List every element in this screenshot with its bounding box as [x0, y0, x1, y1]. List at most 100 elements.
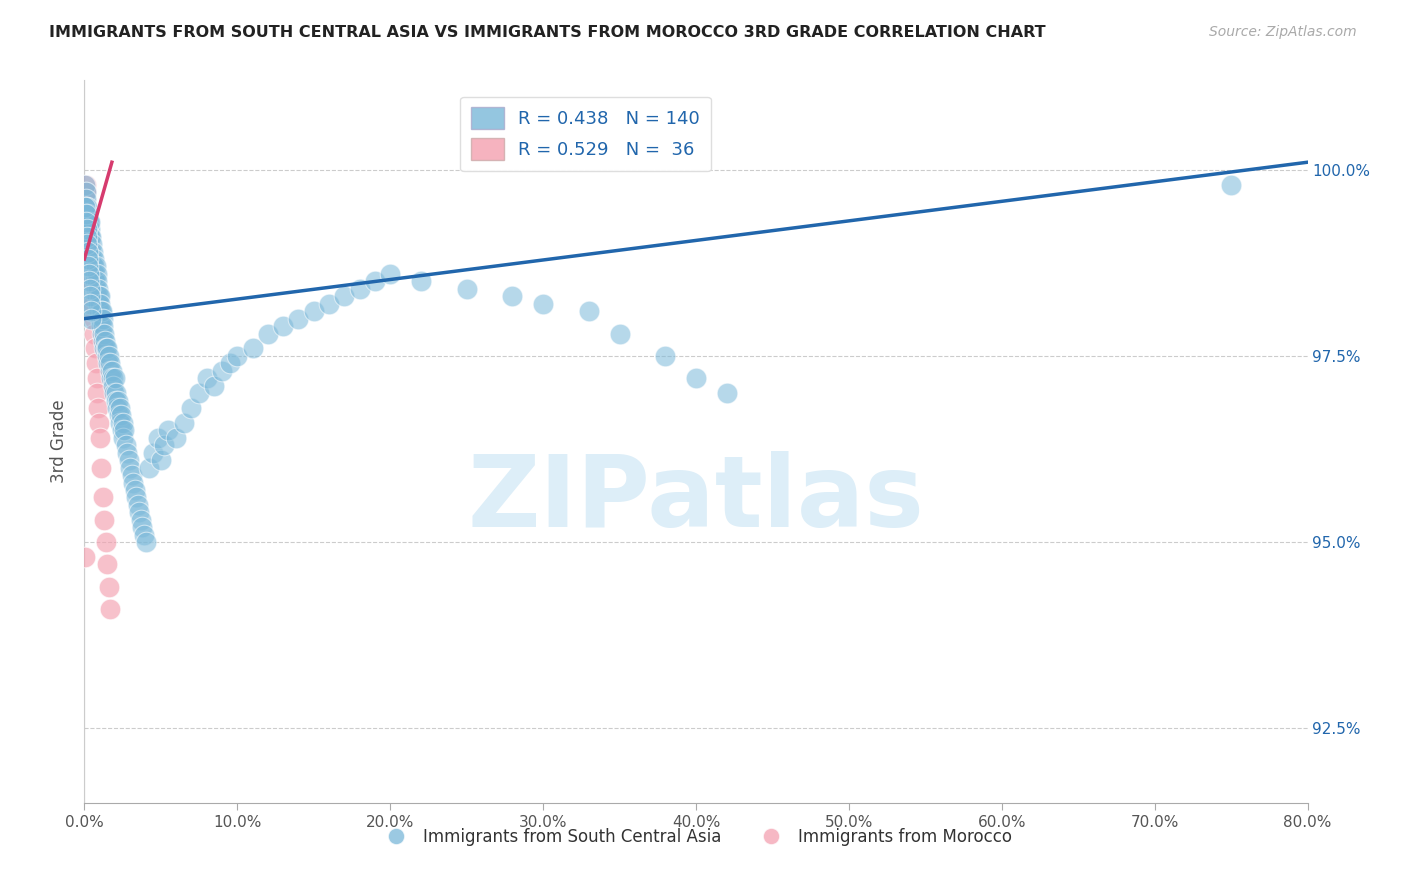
Point: [83, 252, 105, 266]
Point: [77, 260, 100, 274]
Point: [112, 423, 135, 437]
Point: [716, 386, 738, 401]
Point: [84, 342, 107, 356]
Point: [77, 267, 100, 281]
Point: [132, 527, 155, 541]
Point: [90, 304, 112, 318]
Point: [349, 282, 371, 296]
Point: [104, 371, 127, 385]
Point: [75, 178, 97, 192]
Point: [98, 602, 121, 616]
Point: [77, 237, 100, 252]
Point: [107, 393, 129, 408]
Point: [218, 356, 240, 370]
Point: [79, 304, 101, 318]
Point: [118, 453, 141, 467]
Y-axis label: 3rd Grade: 3rd Grade: [51, 400, 69, 483]
Point: [685, 371, 707, 385]
Point: [89, 431, 111, 445]
Point: [173, 416, 195, 430]
Point: [112, 431, 135, 445]
Point: [609, 326, 631, 341]
Point: [75, 193, 97, 207]
Point: [76, 207, 98, 221]
Point: [80, 311, 103, 326]
Point: [107, 409, 129, 423]
Point: [96, 558, 118, 572]
Point: [75, 200, 97, 214]
Point: [87, 297, 110, 311]
Point: [142, 446, 165, 460]
Point: [101, 371, 124, 385]
Point: [79, 252, 101, 266]
Point: [76, 229, 98, 244]
Point: [79, 229, 101, 244]
Point: [90, 319, 112, 334]
Point: [80, 260, 103, 274]
Point: [91, 326, 114, 341]
Point: [149, 453, 172, 467]
Point: [79, 222, 101, 236]
Point: [287, 311, 309, 326]
Point: [115, 446, 138, 460]
Point: [380, 267, 402, 281]
Point: [76, 222, 98, 236]
Point: [271, 319, 294, 334]
Point: [77, 207, 100, 221]
Point: [135, 535, 157, 549]
Point: [96, 349, 118, 363]
Point: [79, 297, 101, 311]
Point: [86, 386, 108, 401]
Point: [100, 371, 122, 385]
Point: [333, 289, 356, 303]
Point: [75, 178, 97, 192]
Point: [80, 274, 103, 288]
Point: [111, 423, 134, 437]
Point: [75, 549, 97, 564]
Point: [79, 289, 101, 303]
Point: [76, 215, 98, 229]
Point: [91, 311, 114, 326]
Point: [76, 215, 98, 229]
Point: [93, 319, 115, 334]
Point: [654, 349, 676, 363]
Point: [80, 252, 103, 266]
Point: [91, 491, 114, 505]
Point: [80, 267, 103, 281]
Point: [110, 409, 132, 423]
Point: [83, 260, 105, 274]
Point: [77, 229, 100, 244]
Point: [87, 282, 110, 296]
Point: [120, 460, 142, 475]
Point: [103, 386, 125, 401]
Point: [318, 297, 340, 311]
Point: [131, 520, 153, 534]
Point: [101, 364, 124, 378]
Point: [138, 460, 160, 475]
Point: [91, 334, 114, 348]
Point: [87, 401, 110, 415]
Point: [76, 207, 98, 221]
Point: [83, 274, 105, 288]
Point: [91, 304, 114, 318]
Point: [94, 535, 117, 549]
Legend: Immigrants from South Central Asia, Immigrants from Morocco: Immigrants from South Central Asia, Immi…: [373, 821, 1019, 852]
Text: ZIPatlas: ZIPatlas: [468, 450, 924, 548]
Point: [94, 334, 117, 348]
Point: [578, 304, 600, 318]
Point: [76, 222, 98, 236]
Point: [83, 267, 105, 281]
Point: [84, 274, 107, 288]
Point: [75, 185, 97, 199]
Point: [364, 274, 387, 288]
Point: [188, 386, 211, 401]
Point: [165, 431, 187, 445]
Point: [502, 289, 524, 303]
Point: [75, 200, 97, 214]
Point: [84, 260, 107, 274]
Point: [82, 260, 104, 274]
Point: [86, 274, 108, 288]
Point: [128, 505, 150, 519]
Point: [97, 349, 120, 363]
Point: [302, 304, 325, 318]
